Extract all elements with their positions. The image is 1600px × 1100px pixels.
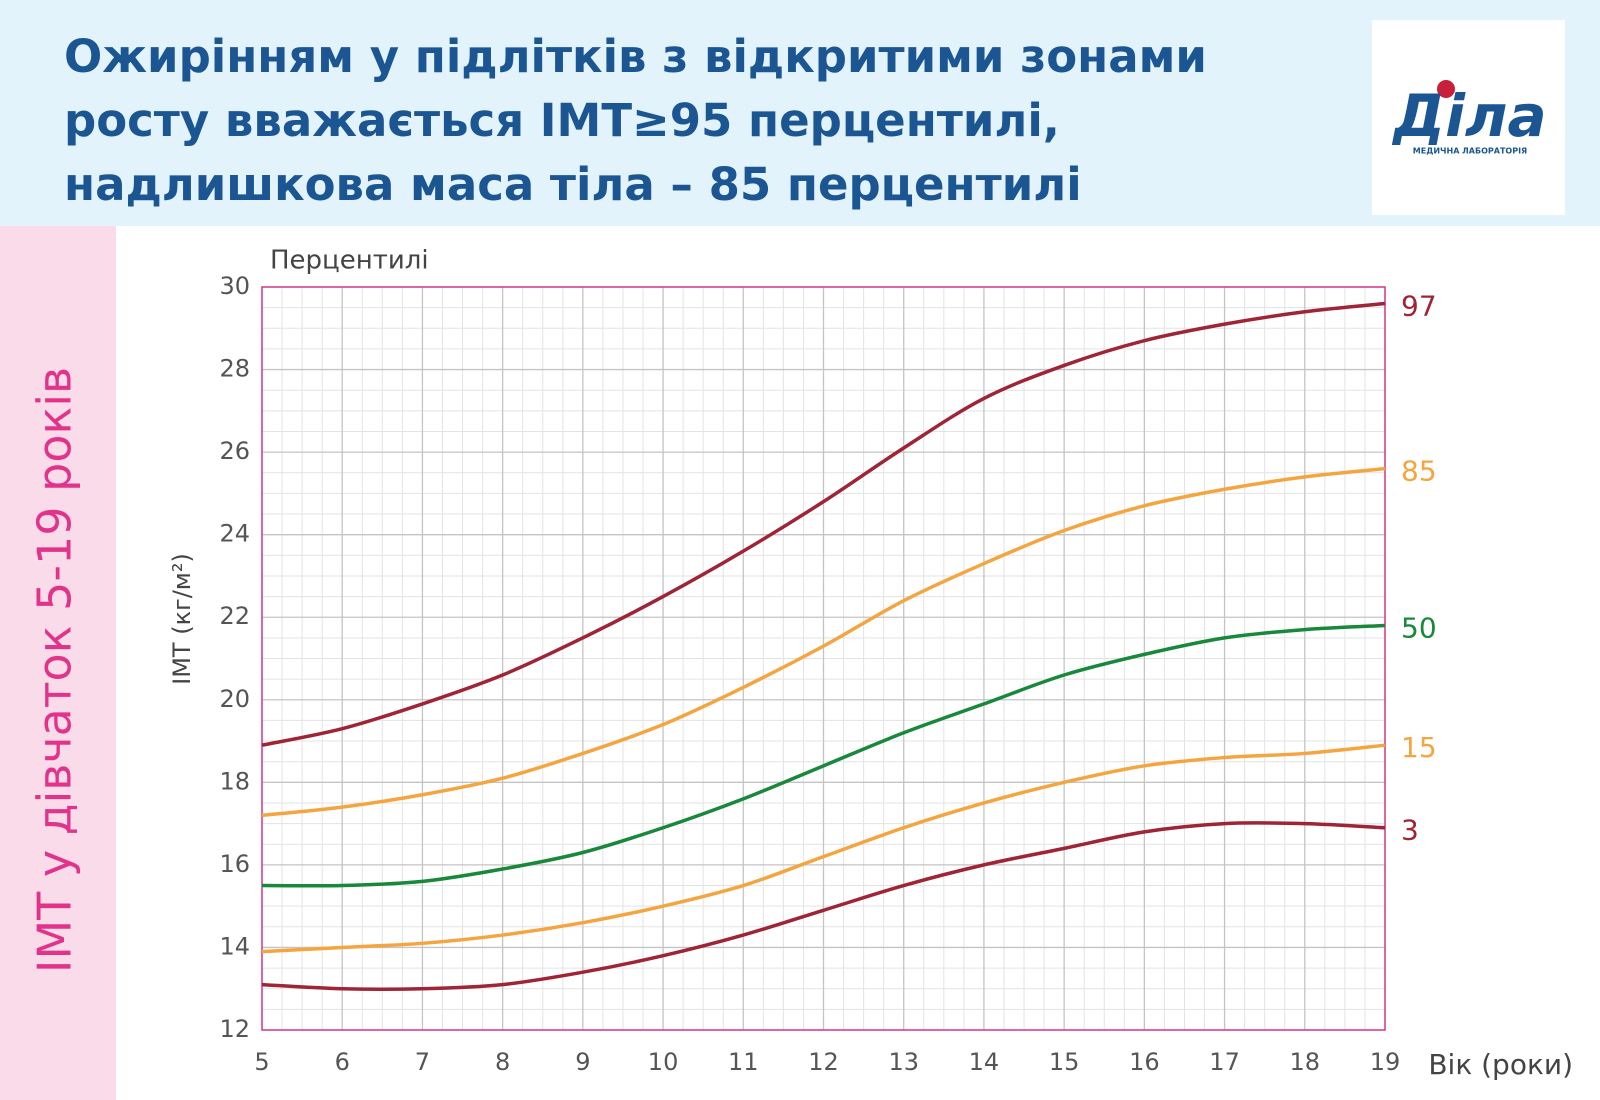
logo-subtitle: МЕДИЧНА ЛАБОРАТОРІЯ: [1413, 147, 1527, 156]
x-tick-label: 13: [888, 1048, 919, 1076]
legend-label: 50: [1401, 611, 1437, 644]
y-tick-label: 18: [219, 767, 250, 795]
y-tick-label: 22: [219, 602, 250, 630]
x-tick-label: 6: [335, 1048, 350, 1076]
legend-label: 15: [1401, 731, 1437, 764]
legend-title: Перцентилі: [270, 246, 429, 276]
y-tick-label: 20: [219, 685, 250, 713]
title-line: надлишкова маса тіла – 85 перцентилі: [64, 158, 1082, 211]
y-tick-label: 26: [219, 437, 250, 465]
y-tick-label: 14: [219, 932, 250, 960]
series-line: [261, 301, 1386, 747]
logo-box: [1372, 20, 1565, 215]
x-tick-label: 10: [648, 1048, 679, 1076]
x-tick-label: 15: [1049, 1048, 1080, 1076]
series-line: [261, 623, 1386, 888]
x-tick-label: 14: [969, 1048, 1000, 1076]
x-tick-label: 9: [575, 1048, 590, 1076]
series-line: [261, 466, 1386, 818]
x-tick-label: 5: [254, 1048, 269, 1076]
legend-label: 85: [1401, 455, 1437, 488]
x-tick-label: 7: [415, 1048, 430, 1076]
x-tick-label: 16: [1129, 1048, 1160, 1076]
legend-label: 97: [1401, 290, 1437, 323]
logo-name: Діла: [1391, 82, 1546, 150]
x-tick-label: 18: [1290, 1048, 1321, 1076]
x-tick-label: 8: [495, 1048, 510, 1076]
series-line: [261, 821, 1386, 991]
logo-dot: [1437, 80, 1455, 98]
header-band: [0, 0, 1600, 226]
y-tick-label: 16: [219, 850, 250, 878]
y-tick-label: 12: [219, 1015, 250, 1043]
series-line: [261, 743, 1386, 954]
x-tick-label: 19: [1370, 1048, 1401, 1076]
x-tick-label: 11: [728, 1048, 759, 1076]
plot-border: [261, 286, 1386, 1031]
title-line: Ожирінням у підлітків з відкритими зонам…: [64, 30, 1207, 83]
plot: 5 6 7 8 9 10 11 12 13 14 15 16 17 18 19 12 14 16 18 20 22 24 2…: [168, 246, 1573, 1082]
x-tick-label: 17: [1209, 1048, 1240, 1076]
x-axis-label: Вік (роки): [1428, 1048, 1573, 1081]
y-tick-label: 30: [219, 272, 250, 300]
y-tick-label: 24: [219, 520, 250, 548]
title-line: росту вважається ІМТ≥95 перцентилі,: [64, 94, 1060, 147]
legend-label: 3: [1401, 814, 1419, 847]
side-band: [0, 226, 116, 1100]
x-tick-label: 12: [808, 1048, 839, 1076]
y-axis-label: ІМТ (кг/м²): [168, 553, 196, 685]
y-tick-label: 28: [219, 355, 250, 383]
side-label: ІМТ у дівчаток 5-19 років: [28, 367, 82, 973]
